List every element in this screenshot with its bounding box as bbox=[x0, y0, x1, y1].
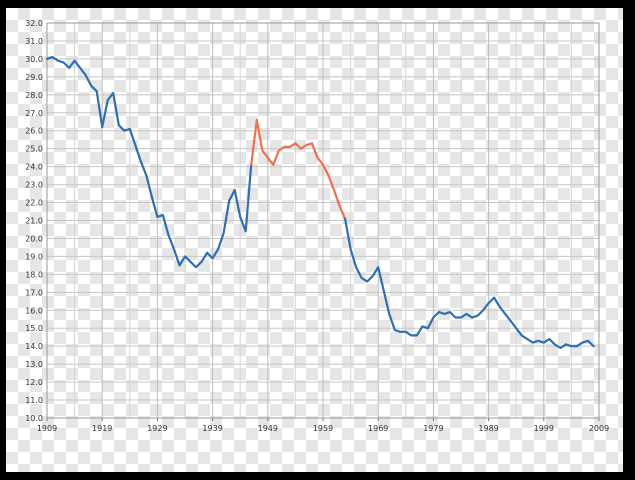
series-layer bbox=[45, 56, 595, 350]
y-tick-label: 20.0 bbox=[25, 234, 43, 243]
y-tick-label: 28.0 bbox=[25, 91, 43, 100]
x-tick-label: 1949 bbox=[258, 424, 278, 433]
x-tick-label: 1969 bbox=[368, 424, 388, 433]
grid bbox=[46, 22, 600, 419]
y-tick-label: 31.0 bbox=[25, 37, 43, 46]
series-line-2 bbox=[344, 217, 595, 350]
y-tick-label: 21.0 bbox=[25, 217, 43, 226]
y-tick-label: 22.0 bbox=[25, 199, 43, 208]
y-tick-label: 18.0 bbox=[25, 270, 43, 279]
y-tick-label: 25.0 bbox=[25, 145, 43, 154]
y-tick-label: 29.0 bbox=[25, 73, 43, 82]
x-tick-label: 1979 bbox=[423, 424, 443, 433]
y-tick-label: 15.0 bbox=[25, 324, 43, 333]
y-tick-label: 16.0 bbox=[25, 306, 43, 315]
series-line-0 bbox=[45, 56, 253, 269]
y-tick-label: 24.0 bbox=[25, 163, 43, 172]
y-tick-label: 19.0 bbox=[25, 252, 43, 261]
y-tick-label: 14.0 bbox=[25, 342, 43, 351]
y-tick-label: 26.0 bbox=[25, 127, 43, 136]
plot-border bbox=[46, 22, 600, 419]
y-tick-label: 23.0 bbox=[25, 181, 43, 190]
x-tick-label: 1959 bbox=[313, 424, 333, 433]
y-tick-label: 27.0 bbox=[25, 109, 43, 118]
chart-frame: 10.0 11.0 12.0 13.0 14.0 15.0 16.0 17.0 18.0 19.0… bbox=[6, 8, 623, 472]
y-tick-label: 12.0 bbox=[25, 378, 43, 387]
y-tick-label: 32.0 bbox=[25, 19, 43, 28]
x-tick-label: 2009 bbox=[589, 424, 609, 433]
series-line-1 bbox=[250, 118, 347, 220]
x-tick-label: 1919 bbox=[92, 424, 112, 433]
y-tick-label: 17.0 bbox=[25, 288, 43, 297]
x-tick-label: 1999 bbox=[534, 424, 554, 433]
x-tick-label: 1989 bbox=[478, 424, 498, 433]
y-tick-label: 13.0 bbox=[25, 360, 43, 369]
tick-labels: 10.0 11.0 12.0 13.0 14.0 15.0 16.0 17.0 18.0 19.0… bbox=[25, 19, 609, 433]
x-tick-label: 1939 bbox=[202, 424, 222, 433]
axes bbox=[46, 22, 600, 421]
y-tick-label: 10.0 bbox=[25, 414, 43, 423]
x-tick-label: 1909 bbox=[37, 424, 57, 433]
y-tick-label: 11.0 bbox=[25, 396, 43, 405]
x-tick-label: 1929 bbox=[147, 424, 167, 433]
line-chart: 10.0 11.0 12.0 13.0 14.0 15.0 16.0 17.0 18.0 19.0… bbox=[25, 19, 609, 433]
y-tick-label: 30.0 bbox=[25, 55, 43, 64]
